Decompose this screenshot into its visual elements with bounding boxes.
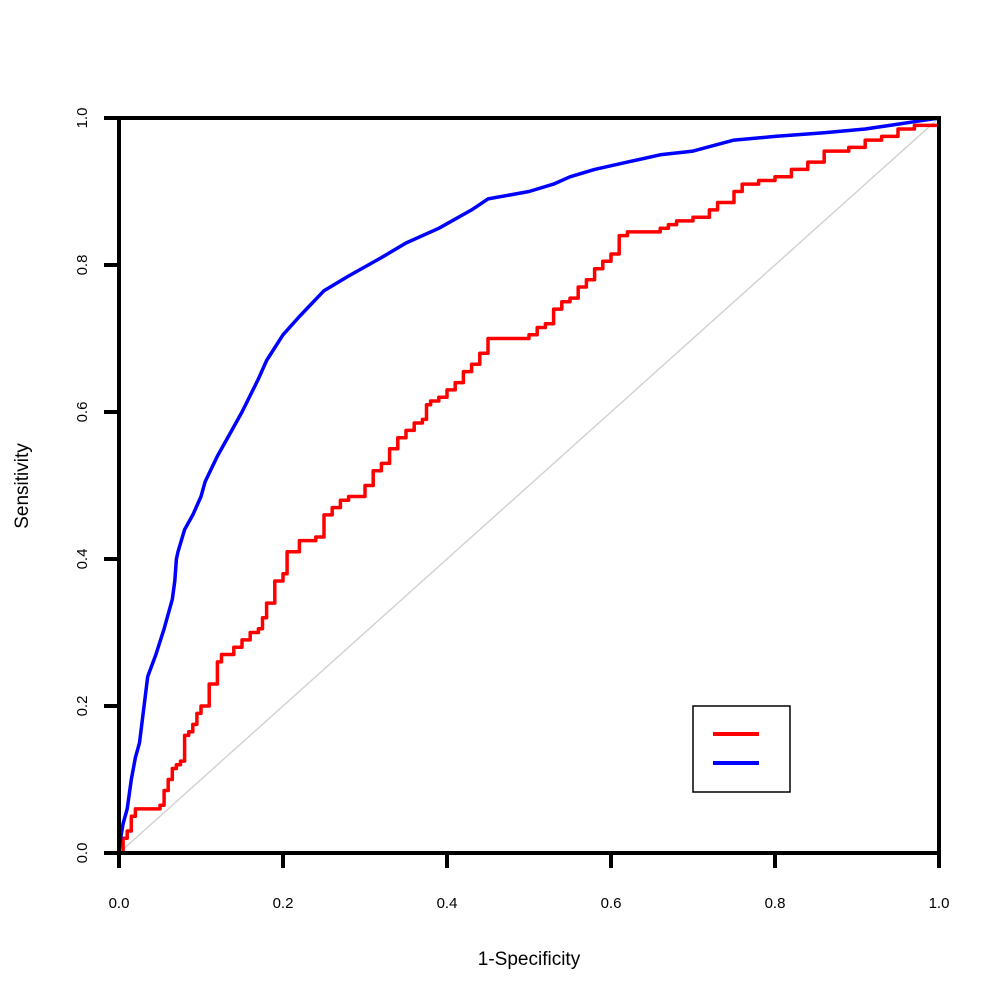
x-tick-label: 0.8 [765,895,786,912]
legend-box [692,705,791,793]
y-tick-label: 0.6 [74,402,91,423]
x-tick-label: 0.4 [437,895,458,912]
y-tick-label: 0.2 [74,696,91,717]
x-tick-label: 0.6 [601,895,622,912]
y-tick-label: 0.0 [74,843,91,864]
x-tick-label: 0.2 [273,895,294,912]
x-tick-label: 0.0 [109,895,130,912]
plot-frame [117,116,941,855]
x-tick-label: 1.0 [929,895,950,912]
y-tick-label: 0.4 [74,549,91,570]
roc-curve-2 [117,116,940,854]
y-axis-title: Sensitivity [12,443,33,529]
reference-diagonal-line [118,117,940,854]
y-tick-label: 0.8 [74,255,91,276]
x-axis-title: 1-Specificity [478,949,581,970]
y-tick-label: 1.0 [74,108,91,129]
roc-curve-1 [119,118,941,855]
legend [692,705,791,793]
